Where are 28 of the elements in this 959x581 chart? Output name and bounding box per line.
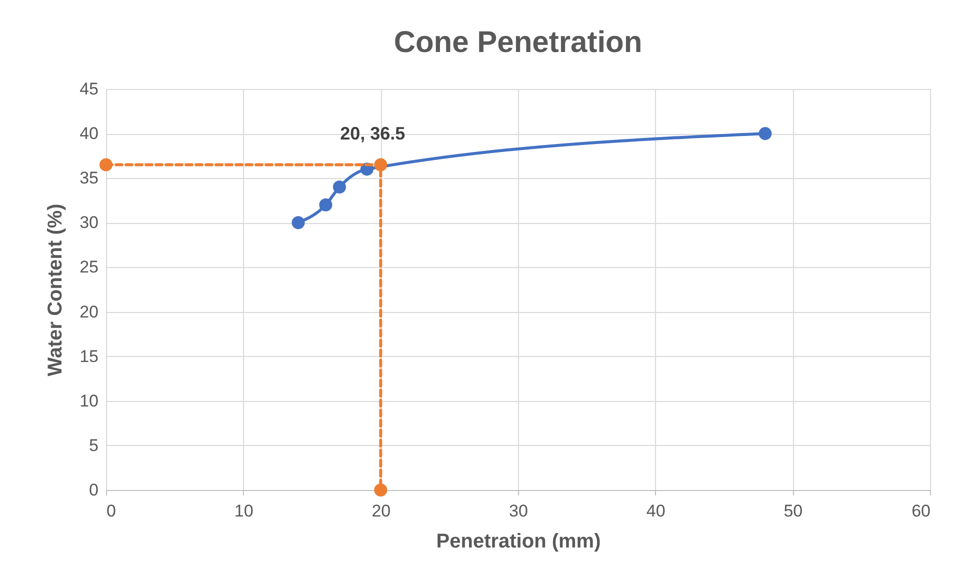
x-tick-label: 10	[234, 502, 254, 520]
point	[374, 158, 388, 172]
point	[319, 198, 332, 212]
point	[374, 483, 388, 497]
point	[292, 216, 305, 230]
y-tick-label: 20	[80, 302, 98, 322]
annotation: 20, 36.5	[340, 124, 406, 144]
point	[332, 180, 346, 194]
y-tick-label: 5	[89, 436, 98, 455]
y-tick-label: 0	[89, 480, 98, 500]
x-tick-label: 60	[912, 502, 930, 520]
y-tick-label: 35	[80, 168, 98, 188]
point	[758, 127, 772, 140]
x-tick-label: 50	[784, 502, 803, 520]
x-tick-label: 20	[372, 502, 391, 520]
point	[99, 158, 113, 172]
x-tick-label: 40	[646, 502, 666, 520]
y-axis-title: Water Content (%)	[44, 204, 67, 376]
y-tick-label: 10	[80, 391, 98, 410]
y-tick-label: 25	[80, 258, 98, 277]
x-axis-title: Penetration (mm)	[436, 530, 601, 552]
y-tick-label: 15	[80, 346, 98, 366]
y-tick-label: 45	[80, 80, 98, 98]
x-tick-label: 0	[106, 502, 116, 520]
y-tick-label: 40	[80, 124, 98, 144]
chart-title: Cone Penetration	[394, 26, 642, 59]
x-tick-label: 30	[509, 502, 528, 520]
y-tick-label: 30	[80, 213, 98, 232]
